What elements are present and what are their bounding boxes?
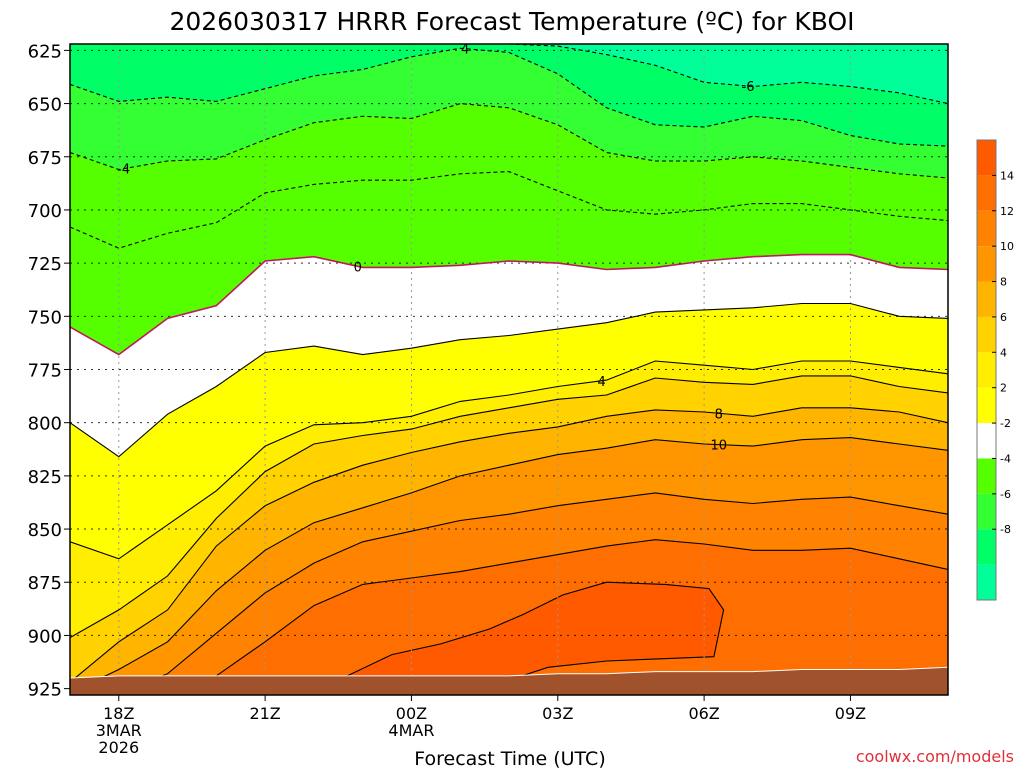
colorbar-label-1: 12 — [1000, 205, 1014, 218]
y-tick-label-1: 650 — [28, 95, 62, 116]
colorbar-swatch-6 — [977, 352, 996, 388]
colorbar-swatch-10 — [977, 493, 996, 530]
colorbar-swatch-8 — [977, 423, 996, 459]
colorbar-swatch-7 — [977, 387, 996, 424]
isotherm-line-5 — [70, 302, 948, 458]
y-tick-label-6: 775 — [28, 361, 62, 382]
temp-band-11 — [70, 539, 948, 695]
y-tick-label-7: 800 — [28, 414, 62, 435]
colorbar-label-0: 14 — [1000, 169, 1014, 182]
colorbar-swatch-12 — [977, 564, 996, 600]
x-tick-label-1: 21Z — [249, 704, 280, 723]
isotherm-line-1 — [70, 47, 948, 147]
colorbar-label-8: -4 — [1000, 452, 1011, 465]
isotherm-label-1: 4 — [461, 43, 469, 58]
y-tick-label-12: 925 — [28, 680, 62, 701]
colorbar-label-10: -8 — [1000, 523, 1011, 536]
y-tick-label-9: 850 — [28, 520, 62, 541]
x-axis-label: Forecast Time (UTC) — [414, 748, 605, 768]
y-tick-label-3: 700 — [28, 201, 62, 222]
y-tick-label-10: 875 — [28, 573, 62, 594]
colorbar-swatch-1 — [977, 175, 996, 211]
y-tick-label-8: 825 — [28, 467, 62, 488]
colorbar-label-9: -6 — [1000, 488, 1011, 501]
colorbar: 14 12 10 8 6 4 2 -2 -4 -6 -8 — [976, 139, 1014, 601]
colorbar-swatch-4 — [977, 281, 996, 317]
colorbar-label-6: 2 — [1000, 382, 1007, 395]
plot-area: -6 4 -4 0 4 8 10 — [70, 43, 948, 695]
colorbar-swatch-3 — [977, 246, 996, 282]
x-tick-year-0: 2026 — [98, 738, 139, 757]
colorbar-label-7: -2 — [1000, 417, 1011, 430]
colorbar-label-4: 6 — [1000, 311, 1007, 324]
y-tick-label-5: 750 — [28, 307, 62, 328]
colorbar-swatch-9 — [977, 458, 996, 494]
x-tick-date-2: 4MAR — [388, 721, 434, 740]
x-tick-label-2: 00Z — [396, 704, 427, 723]
colorbar-swatch-0 — [977, 140, 996, 176]
x-tick-label-3: 03Z — [542, 704, 573, 723]
isotherm-line-6 — [70, 360, 948, 560]
y-tick-label-0: 625 — [28, 41, 62, 62]
isotherm-line-9 — [70, 437, 948, 694]
isotherm-label-6: 4 — [598, 375, 606, 390]
colorbar-swatch-2 — [977, 210, 996, 247]
colorbar-swatch-11 — [977, 529, 996, 565]
x-tick-label-4: 06Z — [688, 704, 719, 723]
y-tick-label-11: 900 — [28, 626, 62, 647]
isotherm-label-9: 10 — [710, 439, 727, 454]
isotherm-line-4 — [70, 253, 948, 356]
chart-title: 2026030317 HRRR Forecast Temperature (ºC… — [169, 7, 854, 36]
colorbar-label-3: 8 — [1000, 276, 1007, 289]
isotherm-label-0: -6 — [742, 80, 755, 95]
temp-core-contour — [338, 581, 725, 681]
colorbar-swatch-5 — [977, 316, 996, 353]
y-tick-label-4: 725 — [28, 254, 62, 275]
colorbar-label-2: 10 — [1000, 240, 1014, 253]
credit-text: coolwx.com/models — [856, 747, 1014, 766]
axes: 625 650 675 700 725 750 775 800 825 850 875 900 925 1… — [28, 41, 949, 757]
isotherm-line-8 — [70, 407, 948, 683]
isotherm-label-8: 8 — [715, 407, 723, 422]
isotherm-line-7 — [70, 375, 948, 639]
colorbar-frame — [976, 139, 997, 601]
colorbar-label-5: 4 — [1000, 346, 1007, 359]
x-tick-label-5: 09Z — [835, 704, 866, 723]
isotherm-label-2: -4 — [117, 163, 130, 178]
x-tick-date-0: 3MAR — [96, 721, 142, 740]
isotherm-line-2 — [70, 103, 948, 179]
isotherm-line-3 — [70, 171, 948, 249]
surface-terrain — [70, 666, 948, 695]
isotherm-label-4: 0 — [354, 260, 362, 275]
x-tick-label-0: 18Z — [103, 704, 134, 723]
y-tick-label-2: 675 — [28, 148, 62, 169]
isotherm-line-10 — [70, 492, 948, 695]
